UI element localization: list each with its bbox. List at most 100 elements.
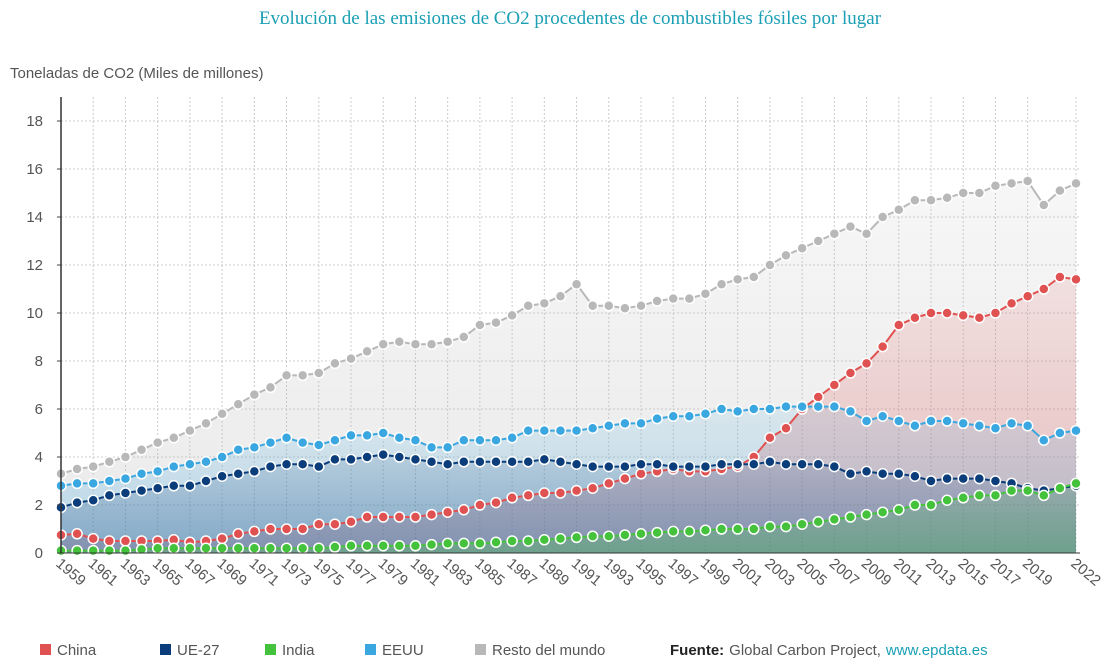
data-point bbox=[941, 415, 953, 427]
data-point bbox=[812, 516, 824, 528]
data-point bbox=[715, 523, 728, 535]
data-point bbox=[780, 249, 792, 262]
data-point bbox=[71, 544, 83, 557]
data-point bbox=[731, 405, 744, 418]
data-point bbox=[828, 400, 841, 413]
data-point bbox=[570, 484, 583, 497]
data-point bbox=[748, 271, 760, 283]
data-point bbox=[506, 432, 518, 444]
data-point bbox=[151, 436, 164, 449]
data-point bbox=[506, 309, 518, 322]
data-point bbox=[458, 456, 470, 468]
data-point bbox=[1021, 290, 1034, 302]
data-point bbox=[409, 540, 422, 552]
data-point bbox=[764, 259, 776, 271]
x-tick-label: 1997 bbox=[665, 555, 701, 589]
x-tick-label: 2005 bbox=[794, 555, 830, 589]
data-point bbox=[393, 336, 406, 348]
x-tick-label: 2007 bbox=[826, 555, 862, 589]
data-point bbox=[603, 530, 615, 542]
data-point bbox=[280, 542, 293, 554]
data-point bbox=[715, 458, 728, 470]
series-line bbox=[60, 275, 1077, 544]
data-point bbox=[780, 422, 792, 434]
data-point bbox=[135, 543, 148, 556]
data-point bbox=[1021, 175, 1034, 187]
legend-label: UE-27 bbox=[177, 642, 220, 659]
data-point bbox=[925, 307, 937, 319]
data-point bbox=[103, 535, 116, 547]
data-point bbox=[667, 460, 679, 473]
data-point bbox=[957, 417, 969, 430]
data-point bbox=[296, 436, 309, 449]
data-point bbox=[538, 534, 551, 546]
data-point bbox=[683, 292, 696, 305]
data-point bbox=[393, 540, 406, 552]
data-point bbox=[425, 456, 438, 468]
x-tick-label: 2011 bbox=[890, 555, 926, 589]
data-point bbox=[586, 422, 599, 434]
data-point bbox=[168, 460, 180, 473]
data-point bbox=[441, 506, 454, 518]
x-tick-label: 2009 bbox=[858, 555, 894, 589]
legend-swatch bbox=[365, 644, 376, 655]
data-point bbox=[731, 523, 744, 535]
data-point bbox=[586, 460, 599, 473]
data-point bbox=[313, 518, 325, 530]
data-point bbox=[474, 537, 486, 550]
data-point bbox=[103, 544, 116, 557]
data-point bbox=[103, 456, 116, 468]
x-tick-label: 1961 bbox=[85, 555, 121, 589]
data-point bbox=[844, 511, 857, 523]
data-point bbox=[184, 458, 196, 470]
data-point bbox=[264, 542, 277, 554]
data-point bbox=[570, 531, 583, 544]
data-point bbox=[603, 300, 615, 312]
x-tick-label: 1995 bbox=[632, 555, 668, 589]
data-point bbox=[554, 424, 567, 437]
data-point bbox=[538, 487, 551, 499]
data-point bbox=[425, 338, 438, 350]
data-point bbox=[135, 444, 148, 456]
data-point bbox=[393, 511, 406, 523]
data-point bbox=[280, 369, 293, 382]
source-link[interactable]: www.epdata.es bbox=[885, 642, 988, 659]
data-point bbox=[1054, 427, 1066, 439]
data-point bbox=[989, 475, 1002, 487]
source-label: Fuente: bbox=[670, 642, 724, 659]
series-line bbox=[60, 405, 1077, 487]
data-point bbox=[377, 511, 389, 523]
data-point bbox=[1005, 417, 1018, 430]
data-point bbox=[264, 460, 277, 473]
data-point bbox=[361, 429, 373, 442]
data-point bbox=[941, 307, 953, 319]
data-point bbox=[651, 412, 663, 425]
x-tick-label: 2001 bbox=[729, 555, 765, 589]
data-point bbox=[184, 542, 196, 554]
data-point bbox=[296, 523, 309, 535]
data-point bbox=[619, 417, 631, 430]
data-point bbox=[441, 336, 454, 348]
data-point bbox=[522, 535, 534, 547]
x-tick-label: 1981 bbox=[407, 555, 443, 589]
data-point bbox=[361, 451, 373, 463]
x-tick-label: 1985 bbox=[471, 555, 507, 589]
data-point bbox=[522, 456, 534, 468]
data-point bbox=[941, 472, 953, 485]
data-point bbox=[345, 540, 357, 552]
data-point bbox=[619, 460, 631, 473]
data-point bbox=[651, 295, 663, 307]
data-point bbox=[925, 194, 937, 206]
data-point bbox=[1038, 199, 1050, 211]
data-point bbox=[232, 528, 244, 540]
y-tick-label: 6 bbox=[35, 401, 43, 418]
data-point bbox=[119, 451, 132, 463]
series-line bbox=[60, 453, 1077, 509]
data-point bbox=[506, 456, 518, 468]
data-point bbox=[458, 331, 470, 343]
data-point bbox=[586, 530, 599, 542]
data-point bbox=[860, 465, 873, 478]
data-point bbox=[699, 460, 712, 473]
data-point bbox=[844, 405, 857, 418]
